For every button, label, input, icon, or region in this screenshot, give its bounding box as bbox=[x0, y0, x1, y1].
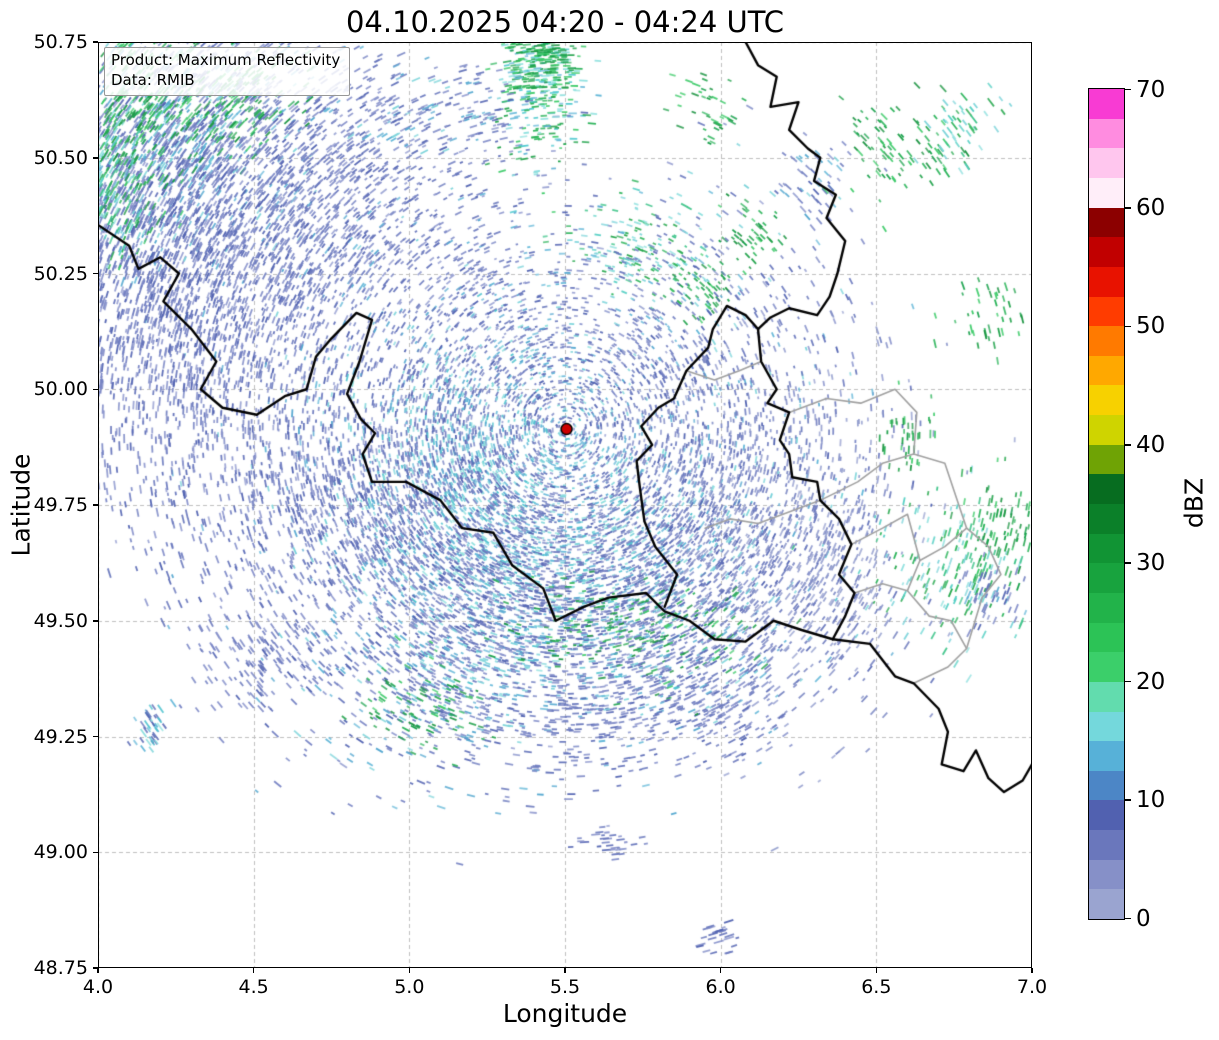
colorbar-tick-mark bbox=[1125, 680, 1131, 683]
x-tick-mark bbox=[252, 968, 255, 973]
chart-title: 04.10.2025 04:20 - 04:24 UTC bbox=[345, 5, 785, 39]
colorbar-segment bbox=[1089, 207, 1124, 238]
y-tick-label: 50.00 bbox=[33, 378, 88, 401]
y-tick-label: 48.75 bbox=[33, 957, 88, 979]
x-tick-label: 6.5 bbox=[861, 976, 892, 998]
colorbar-segment bbox=[1089, 888, 1124, 919]
colorbar-segment bbox=[1089, 711, 1124, 742]
colorbar-segment bbox=[1089, 533, 1124, 564]
colorbar-label: dBZ bbox=[1179, 477, 1209, 529]
colorbar-segment bbox=[1089, 355, 1124, 386]
y-tick-mark bbox=[93, 388, 98, 390]
colorbar-segment bbox=[1089, 236, 1124, 267]
colorbar-segment bbox=[1089, 562, 1124, 593]
plot-area bbox=[98, 42, 1032, 968]
y-tick-label: 50.50 bbox=[33, 146, 88, 169]
y-tick-mark bbox=[93, 967, 98, 969]
y-tick-mark bbox=[93, 157, 98, 159]
x-tick-label: 7.0 bbox=[1016, 976, 1048, 998]
y-tick-mark bbox=[93, 504, 98, 506]
colorbar-segment bbox=[1089, 592, 1124, 623]
colorbar-tick-mark bbox=[1125, 207, 1131, 209]
x-axis-label: Longitude bbox=[502, 999, 628, 1028]
x-tick-mark bbox=[1031, 968, 1033, 973]
y-tick-label: 49.00 bbox=[33, 841, 88, 864]
x-tick-label: 5.5 bbox=[549, 976, 581, 998]
colorbar-tick-label: 50 bbox=[1136, 313, 1166, 340]
colorbar-segment bbox=[1089, 296, 1124, 327]
radar-canvas bbox=[98, 42, 1032, 968]
colorbar bbox=[1088, 88, 1125, 920]
colorbar-tick-mark bbox=[1125, 562, 1131, 564]
colorbar-segment bbox=[1089, 859, 1124, 890]
colorbar-tick-mark bbox=[1125, 88, 1131, 91]
colorbar-tick-mark bbox=[1125, 917, 1131, 920]
x-tick-label: 4.5 bbox=[238, 976, 269, 998]
x-tick-label: 5.0 bbox=[394, 976, 425, 998]
y-tick-label: 49.50 bbox=[33, 609, 88, 632]
y-tick-label: 49.25 bbox=[33, 725, 88, 748]
colorbar-segment bbox=[1089, 385, 1124, 416]
colorbar-tick-label: 20 bbox=[1136, 668, 1166, 695]
colorbar-tick-label: 30 bbox=[1136, 550, 1166, 577]
colorbar-tick-label: 60 bbox=[1136, 194, 1166, 221]
colorbar-tick-mark bbox=[1125, 799, 1131, 801]
colorbar-segment bbox=[1089, 503, 1124, 534]
colorbar-segment bbox=[1089, 266, 1124, 297]
colorbar-tick-label: 70 bbox=[1136, 76, 1166, 103]
x-tick-mark bbox=[564, 968, 566, 973]
y-tick-label: 50.25 bbox=[33, 262, 88, 285]
colorbar-tick-label: 10 bbox=[1136, 787, 1166, 814]
y-tick-mark bbox=[93, 620, 98, 622]
colorbar-tick-label: 0 bbox=[1136, 905, 1151, 932]
colorbar-segment bbox=[1089, 118, 1124, 149]
x-tick-mark bbox=[408, 968, 411, 973]
x-tick-mark bbox=[719, 968, 722, 973]
colorbar-segment bbox=[1089, 325, 1124, 356]
y-tick-mark bbox=[93, 735, 98, 738]
colorbar-segment bbox=[1089, 681, 1124, 712]
colorbar-segment bbox=[1089, 89, 1124, 119]
x-tick-label: 4.0 bbox=[82, 976, 114, 998]
colorbar-segment bbox=[1089, 177, 1124, 208]
colorbar-tick-mark bbox=[1125, 325, 1131, 328]
colorbar-segment bbox=[1089, 829, 1124, 860]
x-tick-mark bbox=[875, 968, 878, 973]
colorbar-segment bbox=[1089, 622, 1124, 653]
product-label: Product: Maximum Reflectivity bbox=[111, 51, 341, 69]
colorbar-segment bbox=[1089, 770, 1124, 801]
colorbar-segment bbox=[1089, 414, 1124, 445]
colorbar-segment bbox=[1089, 147, 1124, 178]
colorbar-segment bbox=[1089, 651, 1124, 682]
y-tick-label: 50.75 bbox=[33, 31, 88, 53]
product-info-box: Product: Maximum Reflectivity Data: RMIB bbox=[104, 47, 351, 96]
colorbar-segment bbox=[1089, 444, 1124, 475]
x-tick-label: 6.0 bbox=[705, 976, 736, 998]
colorbar-segment bbox=[1089, 800, 1124, 831]
y-tick-mark bbox=[93, 851, 98, 853]
data-source-label: Data: RMIB bbox=[111, 70, 195, 89]
colorbar-tick-mark bbox=[1125, 444, 1131, 446]
y-tick-mark bbox=[93, 272, 98, 275]
x-tick-mark bbox=[97, 968, 99, 973]
colorbar-segment bbox=[1089, 473, 1124, 504]
y-tick-mark bbox=[93, 41, 98, 43]
y-tick-label: 49.75 bbox=[33, 494, 88, 516]
colorbar-tick-label: 40 bbox=[1136, 431, 1166, 458]
colorbar-segment bbox=[1089, 740, 1124, 771]
